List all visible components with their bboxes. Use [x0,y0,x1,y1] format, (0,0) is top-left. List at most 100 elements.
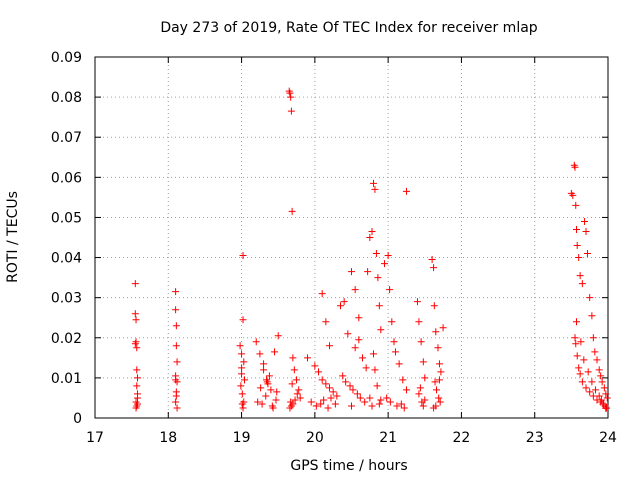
data-point [402,386,410,394]
x-tick-label: 19 [233,430,251,446]
data-point [597,396,605,404]
data-point [361,398,369,406]
data-point [573,352,581,360]
data-point [575,254,583,262]
data-point [353,390,361,398]
data-points [131,87,611,412]
y-tick-label: 0.03 [51,291,82,307]
data-point [311,362,319,370]
data-point [307,398,315,406]
data-point [239,252,247,260]
data-point [172,392,180,400]
data-point [393,402,401,410]
data-point [430,302,438,310]
data-point [572,225,580,233]
data-point [287,107,295,115]
data-point [431,378,439,386]
data-point [173,358,181,366]
data-point [355,314,363,322]
data-point [340,298,348,306]
data-point [375,400,383,408]
data-point [329,388,337,396]
data-point [578,280,586,288]
data-point [435,394,443,402]
data-point [293,390,301,398]
data-point [268,402,276,410]
data-point [262,392,270,400]
data-point [289,354,297,362]
data-point [417,338,425,346]
data-point [342,378,350,386]
data-point [133,382,141,390]
data-point [331,400,339,408]
data-point [415,318,423,326]
data-point [287,402,295,410]
data-point [597,372,605,380]
data-point [348,402,355,410]
data-point [591,348,599,356]
data-point [413,298,421,306]
data-point [358,354,366,362]
data-point [369,350,377,358]
data-point [588,312,596,320]
data-point [256,350,264,358]
data-point [172,342,180,350]
data-point [322,380,330,388]
data-point [238,400,246,408]
data-point [588,378,596,386]
data-point [262,376,270,384]
data-point [239,316,247,324]
y-tick-label: 0.05 [51,210,82,226]
data-point [236,342,244,350]
data-point [291,396,299,404]
data-point [240,358,248,366]
data-point [237,382,245,390]
data-point [369,179,377,187]
data-point [435,376,443,384]
data-point [296,394,304,402]
data-point [172,398,180,406]
data-point [580,356,588,364]
data-point [592,386,600,394]
data-point [172,288,180,296]
data-point [339,372,347,380]
data-point [586,294,594,302]
data-point [439,324,447,332]
data-point [172,376,180,384]
data-point [391,348,399,356]
data-point [131,340,139,348]
data-point [134,400,142,408]
data-point [589,392,597,400]
data-point [589,334,597,342]
x-tick-label: 22 [453,430,471,446]
data-point [573,242,581,250]
data-point [287,93,295,101]
data-point [578,378,586,386]
data-point [582,227,590,235]
data-point [586,388,594,396]
grid-lines [95,57,608,418]
data-point [317,400,325,408]
data-point [421,396,429,404]
data-point [371,366,379,374]
data-point [260,366,268,374]
data-point [593,356,601,364]
plot-frame [94,56,609,419]
data-point [436,398,444,406]
data-point [572,201,580,209]
data-point [584,368,592,376]
data-point [326,342,334,350]
data-point [258,400,266,408]
data-point [252,338,260,346]
data-point [312,402,320,410]
axis-ticks: 17 18 19 20 21 22 23 24 0 0.01 0.02 0.03 0.04 0.05 0.0… [51,50,617,446]
x-tick-label: 18 [159,430,177,446]
x-axis-label: GPS time / hours [290,458,407,474]
data-point [576,272,584,280]
data-point [290,366,298,374]
data-point [337,302,345,310]
data-point [577,338,585,346]
data-point [264,380,272,388]
data-point [386,398,394,406]
data-point [265,372,273,380]
